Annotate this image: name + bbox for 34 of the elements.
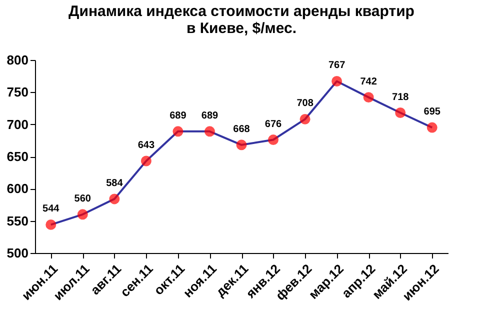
y-tick-label: 650 [6,149,28,164]
point [140,156,152,166]
point [172,126,184,137]
y-tick-label: 550 [6,213,28,228]
point [426,122,438,133]
data-label: 668 [233,124,250,135]
data-label: 742 [360,76,378,88]
point [236,140,247,150]
point [395,108,406,118]
point [77,209,88,220]
data-label: 689 [201,110,219,122]
y-tick-label: 750 [6,84,28,100]
point [204,126,215,137]
data-label: 695 [424,106,441,118]
data-label: 676 [264,118,282,130]
point [46,219,56,230]
y-tick-label: 600 [6,181,28,196]
y-tick-label: 500 [6,246,28,260]
data-label: 544 [42,204,60,215]
point [332,76,342,86]
data-label: 708 [296,98,314,110]
point [300,114,310,124]
data-label: 560 [74,193,92,204]
data-label: 643 [138,140,155,152]
point [109,194,120,204]
point [268,134,279,146]
point [363,92,374,103]
y-tick-label: 700 [6,116,28,132]
data-label: 689 [170,110,187,122]
data-label: 767 [328,60,346,72]
chart-title: Динамика индекса стоимости аренды квартир в Киеве, $/мес. [68,3,414,37]
data-label: 584 [106,178,124,189]
y-tick-label: 800 [6,52,28,68]
data-label: 718 [392,92,410,103]
